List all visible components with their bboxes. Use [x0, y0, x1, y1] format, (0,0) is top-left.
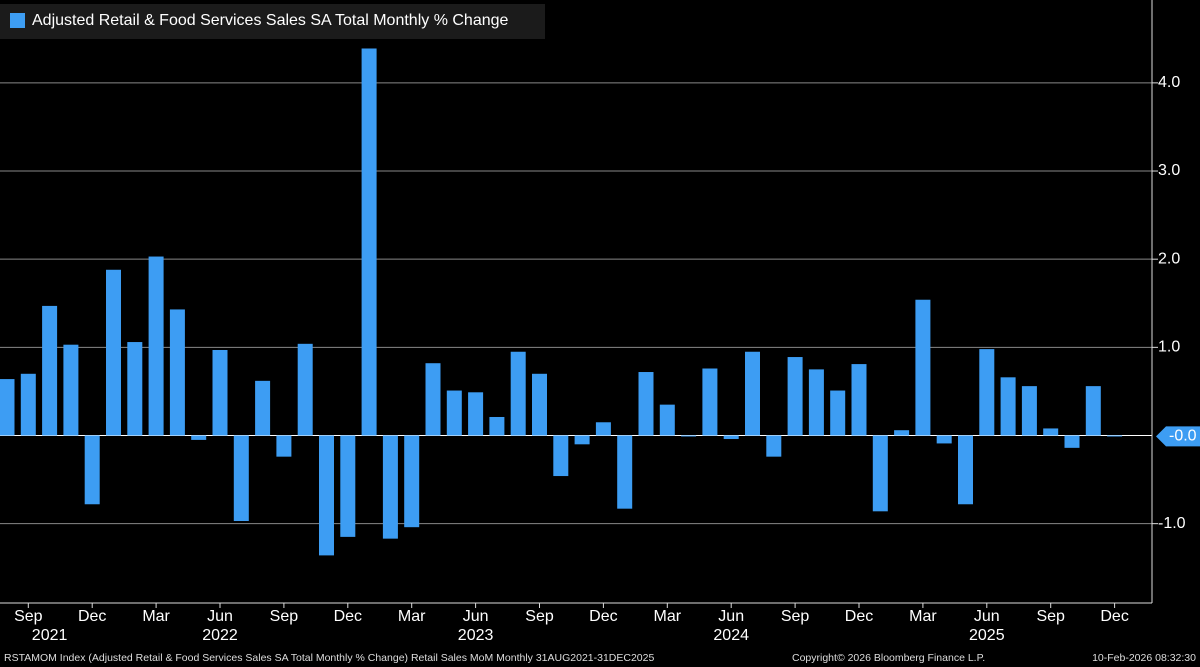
bar: [979, 349, 995, 436]
footer-right: 10-Feb-2026 08:32:30: [1092, 652, 1196, 664]
x-tick-label: Dec: [845, 608, 873, 625]
x-year-label: 2021: [32, 627, 68, 644]
bar: [702, 368, 718, 436]
x-tick-label: Mar: [398, 608, 426, 625]
x-tick-label: Dec: [1100, 608, 1128, 625]
x-tick-label: Mar: [909, 608, 937, 625]
bar: [1064, 435, 1080, 448]
bar: [20, 373, 36, 436]
bar: [659, 404, 675, 436]
bar: [936, 435, 952, 444]
x-year-label: 2023: [458, 627, 494, 644]
bar: [915, 299, 931, 436]
bar: [830, 390, 846, 436]
bar: [787, 357, 803, 436]
x-tick-label: Sep: [1036, 608, 1065, 625]
bar: [340, 435, 356, 537]
bar: [489, 416, 505, 436]
bar: [1085, 386, 1101, 436]
bar: [106, 269, 121, 436]
bar: [276, 435, 292, 457]
bar: [745, 351, 760, 436]
x-year-label: 2022: [202, 627, 238, 644]
y-tick-label: 2.0: [1158, 250, 1180, 267]
bar: [1000, 377, 1016, 436]
bar: [595, 422, 611, 436]
bar: [532, 373, 547, 436]
x-tick-label: Mar: [654, 608, 682, 625]
bar: [681, 435, 697, 437]
bar: [958, 435, 973, 505]
bar: [319, 435, 334, 556]
x-tick-label: Dec: [78, 608, 106, 625]
x-tick-label: Mar: [142, 608, 170, 625]
bar: [723, 435, 739, 440]
bar: [446, 390, 462, 436]
bar: [766, 435, 782, 457]
bar: [510, 351, 526, 436]
bar: [169, 309, 185, 436]
bar: [404, 435, 420, 528]
footer-center: Copyright© 2026 Bloomberg Finance L.P.: [792, 652, 985, 664]
bar: [468, 392, 484, 436]
legend-swatch: [10, 13, 25, 28]
x-tick-label: Jun: [207, 608, 233, 625]
bar: [872, 435, 888, 512]
x-tick-label: Dec: [589, 608, 617, 625]
bar: [553, 435, 569, 477]
x-year-label: 2024: [713, 627, 749, 644]
bar: [0, 379, 15, 436]
x-tick-label: Jun: [718, 608, 744, 625]
footer-left: RSTAMOM Index (Adjusted Retail & Food Se…: [4, 652, 654, 664]
x-tick-label: Sep: [781, 608, 810, 625]
legend-label: Adjusted Retail & Food Services Sales SA…: [32, 12, 509, 29]
bar: [361, 48, 377, 436]
bars: [0, 48, 1123, 556]
y-tick-label: 3.0: [1158, 162, 1180, 179]
bar: [574, 435, 590, 445]
bar: [212, 349, 228, 436]
bar: [127, 342, 143, 436]
bar: [255, 380, 271, 436]
bar: [148, 256, 164, 436]
bar: [63, 344, 79, 436]
bar: [425, 363, 441, 436]
x-tick-label: Jun: [974, 608, 1000, 625]
y-tick-label: 4.0: [1158, 74, 1180, 91]
x-tick-label: Sep: [270, 608, 299, 625]
bar: [191, 435, 207, 440]
y-tick-label: 1.0: [1158, 339, 1180, 356]
y-tick-label: -1.0: [1158, 515, 1186, 532]
bar: [1043, 428, 1059, 436]
x-tick-label: Sep: [525, 608, 554, 625]
bar: [1107, 435, 1123, 437]
x-tick-label: Sep: [14, 608, 43, 625]
bar: [297, 343, 313, 436]
bar: [894, 430, 910, 436]
last-value-marker: [1156, 426, 1200, 447]
bar: [42, 305, 58, 436]
x-tick-label: Jun: [463, 608, 489, 625]
bar: [617, 435, 633, 509]
x-year-label: 2025: [969, 627, 1005, 644]
bar: [851, 364, 867, 436]
bar: [1021, 386, 1037, 436]
bar: [233, 435, 249, 522]
x-tick-label: Dec: [334, 608, 362, 625]
bar: [638, 372, 654, 436]
last-value-label: -0.0: [1169, 428, 1197, 445]
bar: [382, 435, 398, 539]
legend-box: [0, 4, 545, 39]
bar: [84, 435, 100, 505]
bar: [808, 369, 824, 436]
